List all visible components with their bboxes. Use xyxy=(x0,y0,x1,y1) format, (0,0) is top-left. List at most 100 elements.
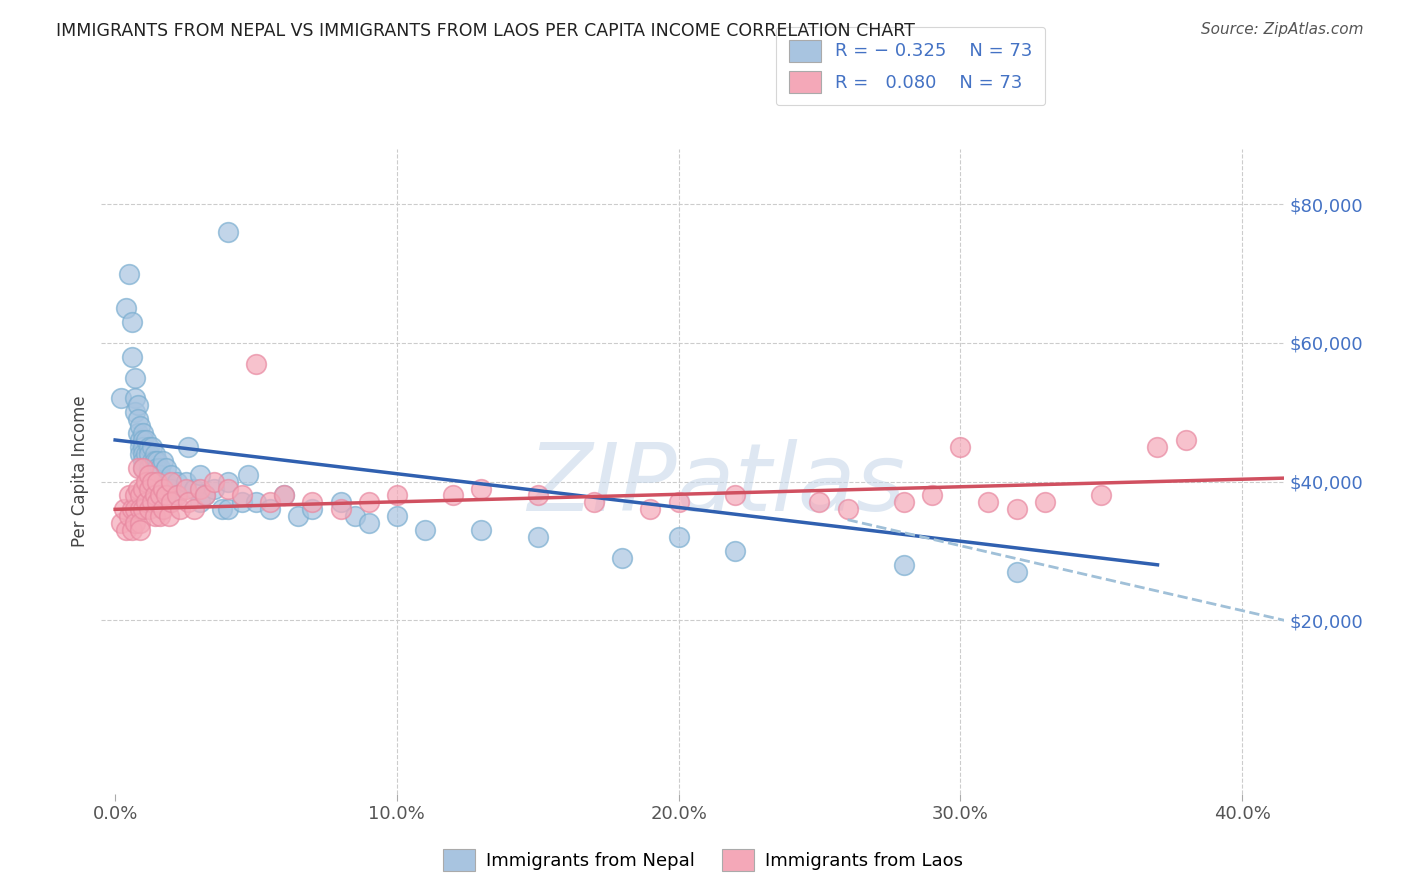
Point xyxy=(329,502,352,516)
Point xyxy=(329,495,352,509)
Point xyxy=(470,482,492,496)
Point xyxy=(157,509,180,524)
Point xyxy=(141,495,163,509)
Point xyxy=(155,475,177,489)
Text: IMMIGRANTS FROM NEPAL VS IMMIGRANTS FROM LAOS PER CAPITA INCOME CORRELATION CHAR: IMMIGRANTS FROM NEPAL VS IMMIGRANTS FROM… xyxy=(56,22,915,40)
Point xyxy=(152,454,174,468)
Point xyxy=(1090,488,1112,502)
Point xyxy=(273,488,295,502)
Point xyxy=(132,460,155,475)
Point xyxy=(121,502,143,516)
Point xyxy=(837,502,859,516)
Point xyxy=(160,495,183,509)
Point xyxy=(977,495,1000,509)
Point xyxy=(724,544,747,558)
Point xyxy=(949,440,972,454)
Point xyxy=(146,454,169,468)
Point xyxy=(138,482,160,496)
Point xyxy=(132,440,155,454)
Point xyxy=(166,488,188,502)
Point xyxy=(146,475,169,489)
Point xyxy=(217,475,239,489)
Y-axis label: Per Capita Income: Per Capita Income xyxy=(72,395,89,547)
Point xyxy=(236,467,259,482)
Point xyxy=(121,523,143,537)
Point xyxy=(1005,502,1028,516)
Point xyxy=(441,488,464,502)
Point xyxy=(357,495,380,509)
Point xyxy=(188,482,211,496)
Text: Source: ZipAtlas.com: Source: ZipAtlas.com xyxy=(1201,22,1364,37)
Point xyxy=(155,460,177,475)
Point xyxy=(177,495,200,509)
Point xyxy=(129,516,152,531)
Point xyxy=(115,301,138,316)
Point xyxy=(124,502,146,516)
Point xyxy=(141,454,163,468)
Point xyxy=(166,475,188,489)
Point xyxy=(385,509,408,524)
Point xyxy=(169,502,191,516)
Point xyxy=(143,509,166,524)
Point xyxy=(146,460,169,475)
Legend: R = − 0.325    N = 73, R =   0.080    N = 73: R = − 0.325 N = 73, R = 0.080 N = 73 xyxy=(776,27,1046,105)
Point xyxy=(129,440,152,454)
Point xyxy=(152,475,174,489)
Point xyxy=(121,350,143,364)
Point xyxy=(132,433,155,447)
Point xyxy=(183,482,205,496)
Point xyxy=(127,425,149,440)
Point xyxy=(921,488,943,502)
Point xyxy=(177,440,200,454)
Point xyxy=(160,467,183,482)
Point xyxy=(183,502,205,516)
Point xyxy=(668,495,690,509)
Point xyxy=(160,475,183,489)
Point xyxy=(470,523,492,537)
Point xyxy=(174,482,197,496)
Point xyxy=(129,488,152,502)
Point xyxy=(413,523,436,537)
Point xyxy=(1033,495,1056,509)
Point xyxy=(129,419,152,434)
Point xyxy=(526,530,548,544)
Point xyxy=(149,460,172,475)
Point xyxy=(135,447,157,461)
Point xyxy=(724,488,747,502)
Point xyxy=(231,495,253,509)
Point xyxy=(640,502,662,516)
Point xyxy=(245,357,267,371)
Point xyxy=(287,509,309,524)
Point xyxy=(124,370,146,384)
Point xyxy=(138,467,160,482)
Point xyxy=(138,447,160,461)
Point xyxy=(112,502,135,516)
Point xyxy=(138,440,160,454)
Point xyxy=(1174,433,1197,447)
Point xyxy=(188,495,211,509)
Point xyxy=(127,412,149,426)
Point xyxy=(202,475,225,489)
Point xyxy=(127,398,149,412)
Point xyxy=(141,475,163,489)
Text: ZIPatlas: ZIPatlas xyxy=(527,439,905,530)
Point xyxy=(343,509,366,524)
Point xyxy=(149,509,172,524)
Point xyxy=(526,488,548,502)
Point xyxy=(132,502,155,516)
Point xyxy=(141,440,163,454)
Point xyxy=(124,392,146,406)
Point xyxy=(118,267,141,281)
Point xyxy=(259,502,281,516)
Point xyxy=(152,482,174,496)
Point xyxy=(612,550,634,565)
Point xyxy=(259,495,281,509)
Point xyxy=(124,405,146,419)
Point xyxy=(129,502,152,516)
Point xyxy=(1146,440,1168,454)
Point xyxy=(245,495,267,509)
Point xyxy=(217,502,239,516)
Point xyxy=(357,516,380,531)
Point xyxy=(188,467,211,482)
Point xyxy=(127,460,149,475)
